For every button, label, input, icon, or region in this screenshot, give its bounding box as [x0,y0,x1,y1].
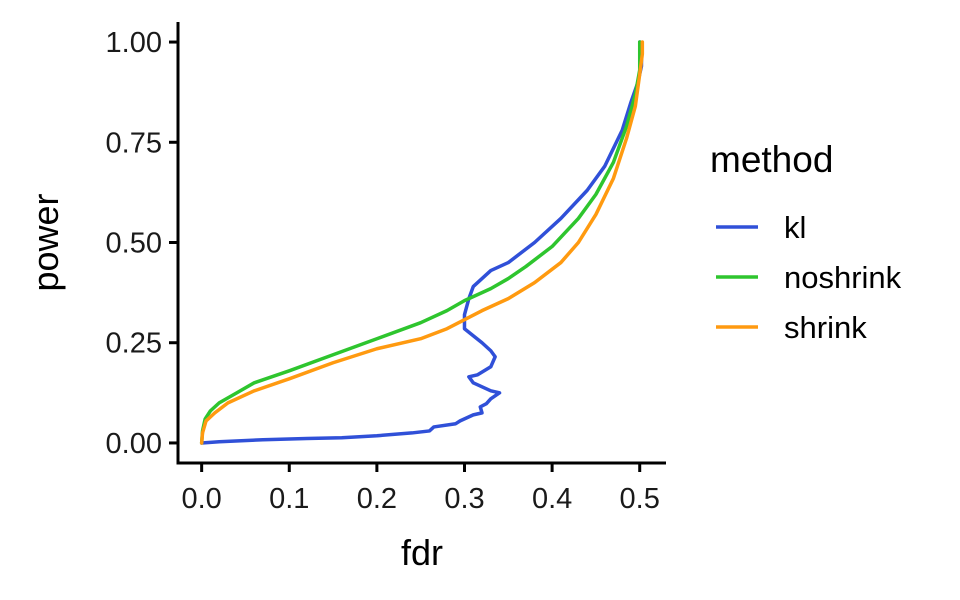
y-axis-title: power [25,193,66,291]
y-tick-label: 0.25 [106,328,162,360]
y-tick-label: 0.75 [106,127,162,159]
x-axis-ticks: 0.0 0.1 0.2 0.3 0.4 0.5 [181,463,660,515]
legend-label-noshrink: noshrink [784,260,902,295]
legend-label-kl: kl [784,210,806,245]
x-tick-label: 0.3 [444,483,484,515]
x-tick-label: 0.0 [181,483,221,515]
x-tick-label: 0.5 [620,483,660,515]
x-tick-label: 0.1 [269,483,309,515]
series-layer [199,40,645,445]
legend: method kl noshrink shrink [710,139,902,345]
x-tick-label: 0.4 [532,483,572,515]
y-tick-label: 0.00 [106,428,162,460]
y-tick-label: 0.50 [106,228,162,260]
x-tick-label: 0.2 [357,483,397,515]
legend-title: method [710,139,833,180]
legend-label-shrink: shrink [784,310,867,345]
x-axis-title: fdr [401,532,443,573]
y-tick-label: 1.00 [106,27,162,59]
series-line-shrink [199,40,645,445]
legend-items: kl noshrink shrink [716,210,902,345]
series-line-kl [199,40,644,445]
y-axis-ticks: 0.00 0.25 0.50 0.75 1.00 [106,27,178,460]
series-line-noshrink [199,40,642,445]
